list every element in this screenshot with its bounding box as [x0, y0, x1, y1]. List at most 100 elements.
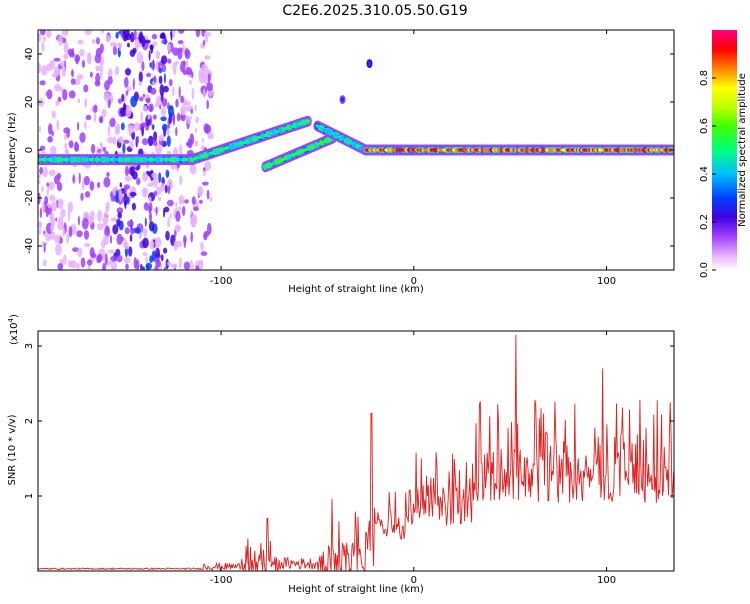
heatmap-speckle [138, 31, 144, 43]
heatmap-speckle [70, 78, 76, 85]
heatmap-speckle [134, 122, 140, 131]
heatmap-speckle [41, 41, 45, 52]
heatmap-speckle [134, 38, 140, 50]
heatmap-speckle [127, 42, 130, 48]
heatmap-speckle [103, 177, 111, 188]
heatmap-speckle [165, 128, 170, 136]
heatmap-speckle [171, 87, 175, 97]
heatmap-speckle [152, 114, 157, 120]
heatmap-speckle [117, 211, 122, 219]
heatmap-speckle [161, 98, 168, 107]
heatmap-speckle [121, 93, 125, 102]
heatmap-speckle [38, 221, 43, 229]
heatmap-speckle [116, 207, 124, 214]
heatmap-speckle [144, 39, 151, 44]
heatmap-speckle [56, 119, 59, 131]
y-tick-label: 2 [24, 418, 35, 424]
top-y-axis-label: Frequency (Hz) [7, 112, 18, 188]
heatmap-speckle [135, 33, 140, 38]
heatmap-speckle [124, 76, 129, 88]
heatmap-speckle [136, 177, 141, 186]
x-tick-label: -100 [210, 575, 233, 586]
heatmap-speckle [117, 98, 123, 104]
heatmap-speckle [76, 262, 80, 270]
heatmap-speckle [176, 112, 181, 122]
heatmap-speckle [68, 90, 76, 99]
heatmap-speckle [185, 59, 189, 70]
heatmap-speckle [46, 89, 53, 100]
heatmap-speckle [155, 50, 161, 60]
heatmap-speckle [114, 123, 120, 136]
heatmap-speckle [62, 228, 66, 237]
heatmap-speckle [51, 201, 57, 212]
bottom-axes: -100 0 100 1 2 3 [24, 331, 674, 586]
top-axes: -100 0 100 -40 -20 0 20 40 [24, 30, 674, 287]
heatmap-speckle [144, 94, 149, 99]
heatmap-speckle [99, 142, 103, 147]
heatmap-speckle [191, 214, 198, 224]
heatmap-speckle [77, 74, 84, 80]
heatmap-speckle [61, 65, 66, 77]
heatmap-speckle [83, 176, 91, 186]
heatmap-speckle [160, 116, 167, 122]
heatmap-speckle [96, 253, 103, 263]
heatmap-speckle [103, 235, 109, 246]
heatmap-speckle [85, 114, 92, 121]
heatmap-speckle [206, 82, 214, 92]
heatmap-speckle [151, 172, 158, 179]
heatmap-speckle [131, 202, 136, 211]
heatmap-speckle [108, 249, 115, 254]
heatmap-speckle [104, 253, 108, 266]
heatmap-speckle [66, 130, 70, 139]
heatmap-speckle [81, 217, 89, 230]
y-tick-label: 40 [24, 48, 35, 61]
heatmap-speckle [136, 52, 144, 64]
heatmap-speckle [154, 176, 158, 189]
heatmap-speckle [167, 43, 171, 54]
heatmap-speckle [139, 96, 144, 102]
heatmap-speckle [189, 164, 197, 175]
heatmap-speckle [101, 109, 107, 118]
heatmap-speckle [71, 69, 74, 78]
heatmap-speckle [155, 143, 163, 155]
heatmap-speckle [48, 123, 53, 135]
heatmap-speckle [190, 262, 194, 270]
x-tick-label: 100 [597, 575, 616, 586]
heatmap-speckle [148, 196, 152, 204]
heatmap-speckle [84, 98, 88, 108]
heatmap-speckle [39, 125, 41, 133]
heatmap-speckle [119, 46, 122, 52]
heatmap-speckle [153, 139, 158, 147]
heatmap-speckle [182, 43, 185, 55]
heatmap-speckle [112, 45, 117, 56]
heatmap-speckle [158, 172, 162, 184]
heatmap-speckle [110, 217, 118, 222]
heatmap-speckle [191, 196, 196, 205]
heatmap-speckle [125, 263, 129, 270]
heatmap-speckle [119, 189, 123, 202]
heatmap-speckle [74, 54, 81, 63]
heatmap-speckle [202, 181, 209, 186]
heatmap-speckle [107, 76, 113, 85]
top-x-axis-label: Height of straight line (km) [288, 284, 424, 295]
heatmap-speckle [55, 243, 62, 256]
heatmap-speckle [73, 78, 81, 86]
heatmap-speckle [51, 212, 54, 220]
colorbar-tick-label: 0.6 [699, 118, 710, 134]
heatmap-speckle [148, 202, 153, 212]
heatmap-speckle [185, 67, 193, 76]
heatmap-speckle [57, 263, 64, 270]
heatmap-speckle [63, 53, 69, 60]
heatmap-speckle [125, 105, 132, 118]
heatmap-speckle [157, 196, 162, 201]
heatmap-speckle [178, 86, 181, 98]
x-tick-label: 100 [597, 276, 616, 287]
heatmap-speckle [77, 98, 81, 104]
heatmap-speckle [142, 172, 149, 182]
heatmap-speckle [87, 53, 92, 65]
heatmap-speckle [126, 196, 130, 204]
snr-line-plot [38, 334, 674, 571]
heatmap-speckle [155, 186, 162, 196]
heatmap-speckle [140, 111, 143, 123]
heatmap-speckle [142, 105, 148, 112]
